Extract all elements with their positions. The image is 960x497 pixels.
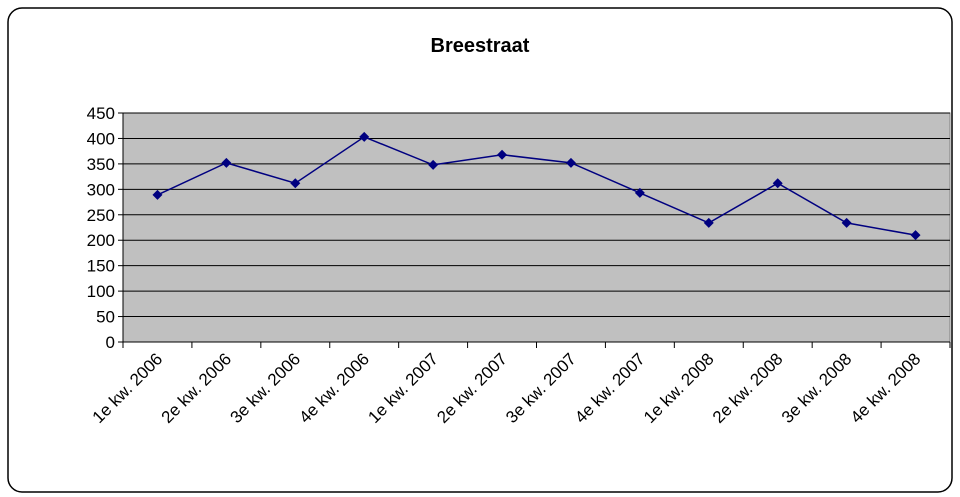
y-tick-label: 350 [87, 155, 115, 174]
chart-title: Breestraat [431, 35, 530, 57]
data-point [910, 230, 921, 241]
y-tick-label: 200 [87, 231, 115, 250]
y-tick-label: 400 [87, 129, 115, 148]
data-point [290, 178, 301, 189]
y-tick-label: 50 [96, 308, 115, 327]
y-tick-label: 100 [87, 282, 115, 301]
y-tick-label: 450 [87, 104, 115, 123]
data-point [221, 157, 232, 168]
data-point [497, 149, 508, 160]
y-tick-label: 150 [87, 257, 115, 276]
data-point [634, 187, 645, 198]
y-tick-label: 300 [87, 180, 115, 199]
y-tick-label: 250 [87, 206, 115, 225]
data-point [359, 131, 370, 142]
series-line [157, 136, 916, 236]
data-point [428, 159, 439, 170]
data-point [841, 217, 852, 228]
data-point [565, 157, 576, 168]
data-point [703, 217, 714, 228]
plot-area [122, 112, 951, 343]
data-point [772, 178, 783, 189]
data-point [152, 189, 163, 200]
y-tick-label: 0 [106, 333, 115, 352]
